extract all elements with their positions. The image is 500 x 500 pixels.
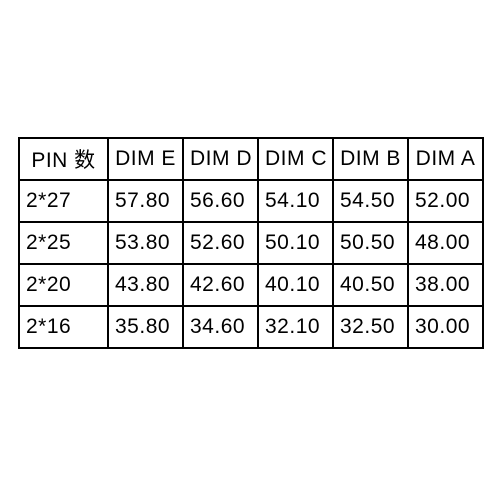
col-header: DIM B — [333, 138, 408, 180]
table-row: 2*16 35.80 34.60 32.10 32.50 30.00 — [19, 306, 483, 348]
cell: 34.60 — [183, 306, 258, 348]
cell: 42.60 — [183, 264, 258, 306]
cell: 57.80 — [108, 180, 183, 222]
col-header: DIM A — [408, 138, 483, 180]
cell: 2*27 — [19, 180, 108, 222]
cell: 40.10 — [258, 264, 333, 306]
cell: 52.00 — [408, 180, 483, 222]
cell: 30.00 — [408, 306, 483, 348]
cell: 35.80 — [108, 306, 183, 348]
cell: 50.50 — [333, 222, 408, 264]
col-header: DIM E — [108, 138, 183, 180]
cell: 43.80 — [108, 264, 183, 306]
col-header: DIM D — [183, 138, 258, 180]
cell: 38.00 — [408, 264, 483, 306]
cell: 2*16 — [19, 306, 108, 348]
cell: 2*25 — [19, 222, 108, 264]
col-header: DIM C — [258, 138, 333, 180]
cell: 2*20 — [19, 264, 108, 306]
cell: 53.80 — [108, 222, 183, 264]
cell: 32.50 — [333, 306, 408, 348]
table: PIN 数 DIM E DIM D DIM C DIM B DIM A 2*27… — [18, 137, 484, 349]
table-row: 2*25 53.80 52.60 50.10 50.50 48.00 — [19, 222, 483, 264]
cell: 50.10 — [258, 222, 333, 264]
cell: 56.60 — [183, 180, 258, 222]
dimension-table: PIN 数 DIM E DIM D DIM C DIM B DIM A 2*27… — [18, 137, 482, 349]
cell: 54.50 — [333, 180, 408, 222]
table-row: 2*27 57.80 56.60 54.10 54.50 52.00 — [19, 180, 483, 222]
table-row: 2*20 43.80 42.60 40.10 40.50 38.00 — [19, 264, 483, 306]
cell: 40.50 — [333, 264, 408, 306]
cell: 54.10 — [258, 180, 333, 222]
cell: 32.10 — [258, 306, 333, 348]
cell: 52.60 — [183, 222, 258, 264]
col-header: PIN 数 — [19, 138, 108, 180]
table-header-row: PIN 数 DIM E DIM D DIM C DIM B DIM A — [19, 138, 483, 180]
cell: 48.00 — [408, 222, 483, 264]
